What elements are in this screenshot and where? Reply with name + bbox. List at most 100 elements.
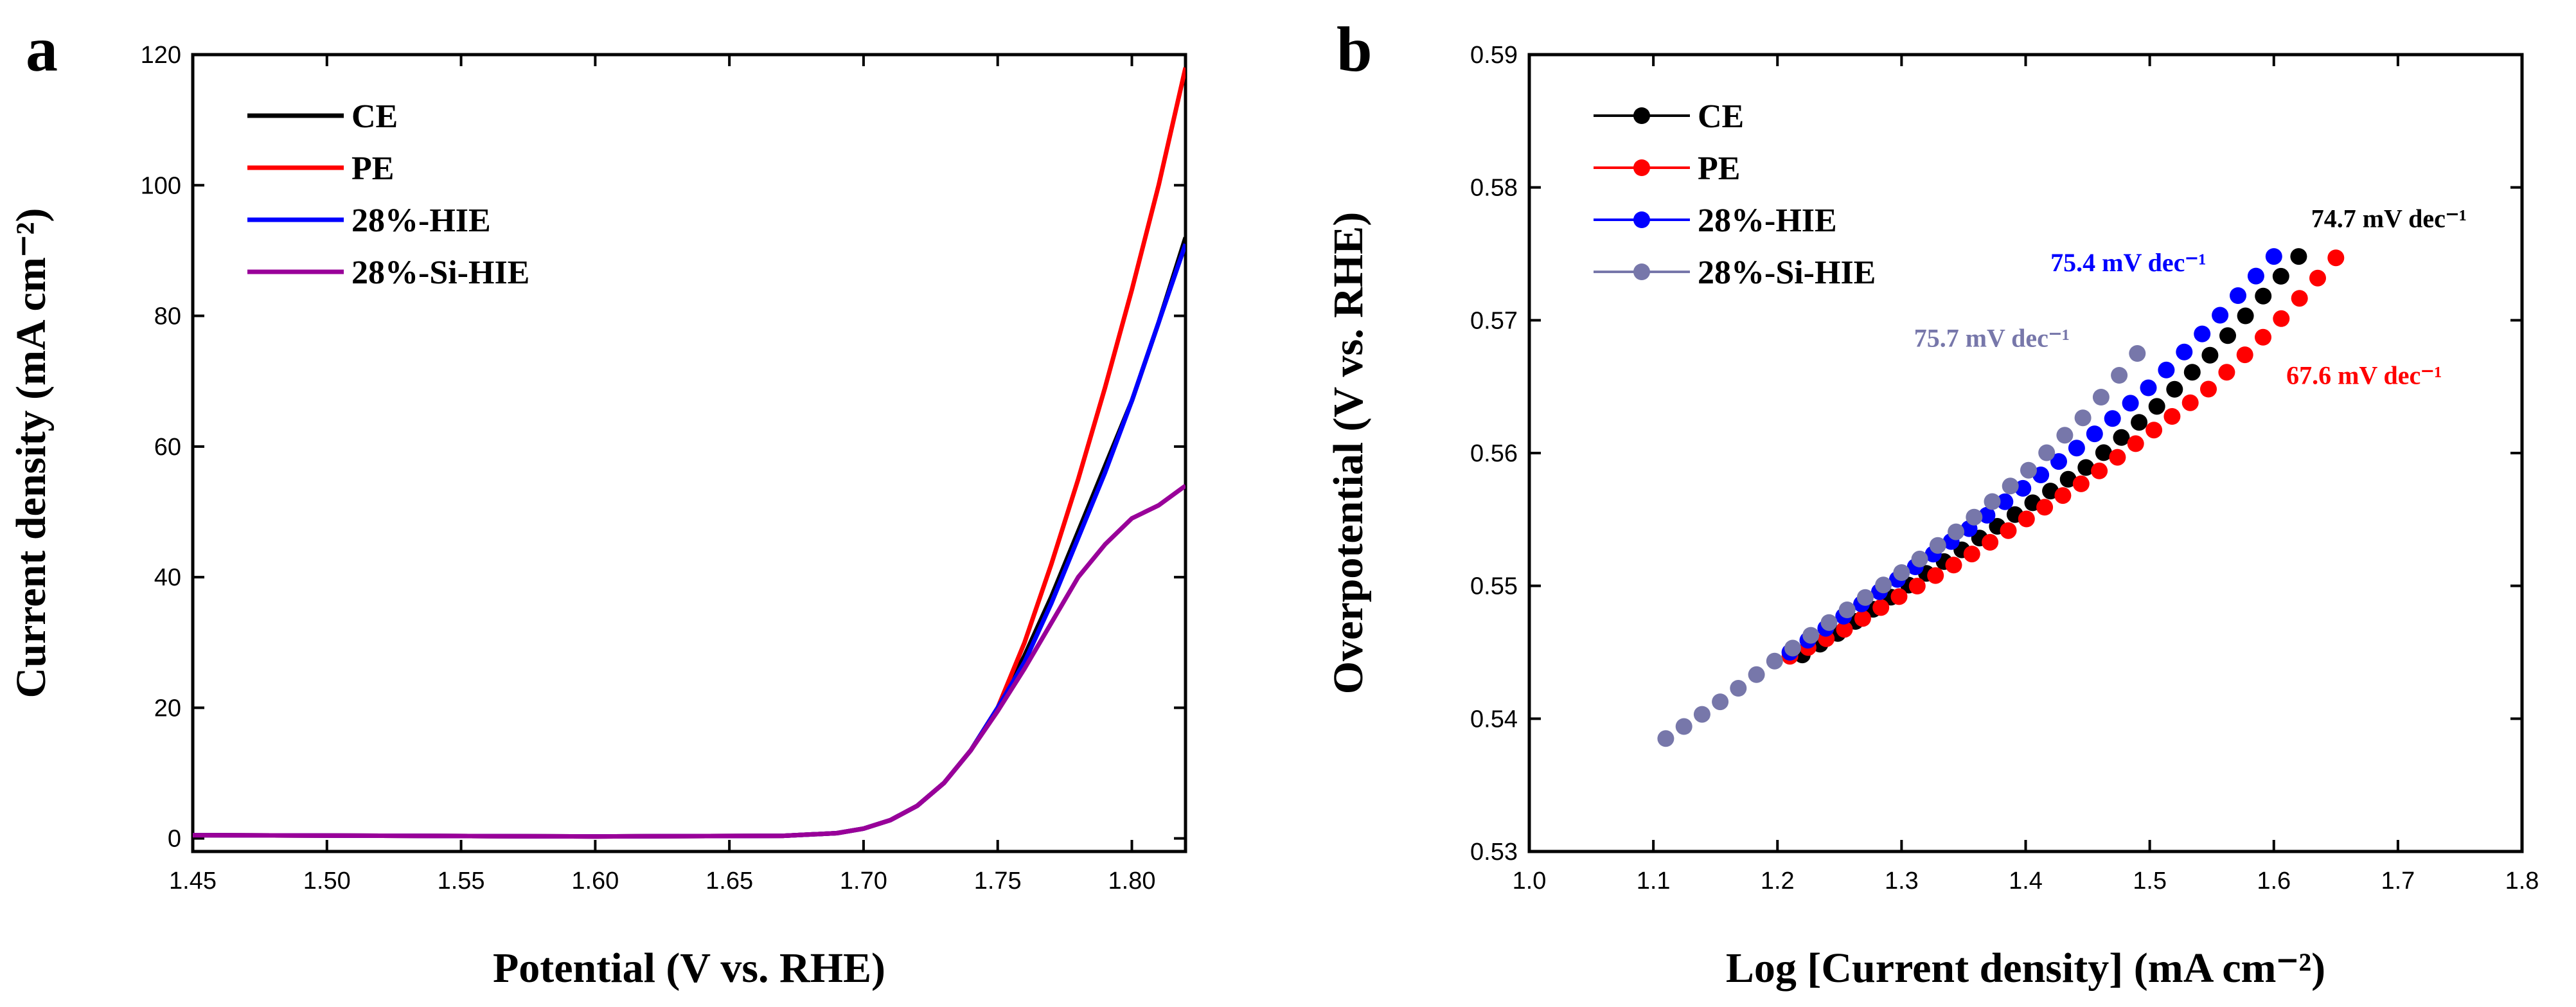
- legend-label-ce: CE: [351, 98, 398, 135]
- y-tick-label: 80: [154, 303, 181, 330]
- legend-label-pe: PE: [351, 150, 394, 187]
- x-axis-title: Potential (V vs. RHE): [493, 945, 885, 992]
- x-tick-label: 1.0: [1513, 868, 1547, 895]
- data-point-28-si-hie: [1712, 693, 1729, 711]
- slope-annotation: 67.6 mV dec⁻¹: [2286, 361, 2442, 390]
- panel-b: b 1.0 1.1 1.2 1.3 1.4 1.5 1.6 1.7 1.8 0.53 0.54 0.5…: [1325, 13, 2539, 992]
- data-point-28-si-hie: [1802, 627, 1820, 644]
- x-tick-label: 1.65: [706, 868, 753, 895]
- data-point-ce: [2077, 459, 2095, 476]
- data-point-28-si-hie: [1693, 706, 1710, 723]
- data-point-pe: [1908, 578, 1926, 594]
- data-point-ce: [2095, 444, 2112, 461]
- data-point-ce: [2272, 267, 2289, 285]
- data-point-28-hie: [1996, 493, 2014, 510]
- x-tick-label: 1.55: [438, 868, 485, 895]
- data-point-ce: [2113, 429, 2130, 446]
- data-point-28-si-hie: [1730, 680, 1747, 697]
- data-point-pe: [2309, 269, 2326, 287]
- data-point-28-hie: [2050, 453, 2067, 470]
- data-point-28-si-hie: [1966, 508, 1983, 526]
- data-point-ce: [2237, 307, 2254, 325]
- x-tick-label: 1.6: [2257, 868, 2291, 895]
- y-tick-label: 0: [168, 826, 181, 853]
- x-tick-label: 1.2: [1761, 868, 1795, 895]
- data-point-pe: [2255, 328, 2271, 346]
- slope-annotation: 74.7 mV dec⁻¹: [2311, 204, 2467, 233]
- data-point-28-hie: [2176, 343, 2193, 361]
- x-axis-title: Log [Current density] (mA cm⁻²): [1726, 945, 2325, 992]
- data-point-28-si-hie: [1929, 537, 1946, 554]
- y-tick-label: 0.57: [1470, 307, 1518, 334]
- x-tick-label: 1.4: [2009, 868, 2043, 895]
- data-point-28-hie: [2086, 425, 2103, 443]
- data-point-28-si-hie: [1784, 639, 1801, 657]
- data-point-28-hie: [2140, 379, 2157, 397]
- panel-b-letter: b: [1337, 13, 1372, 85]
- legend-marker-ce: [1633, 107, 1650, 124]
- data-point-28-si-hie: [1875, 576, 1892, 594]
- data-point-28-hie: [2265, 248, 2282, 265]
- data-point-ce: [2183, 364, 2201, 381]
- data-point-pe: [2018, 510, 2035, 528]
- y-tick-label: 0.53: [1470, 839, 1518, 866]
- x-tick-label: 1.60: [571, 868, 619, 895]
- data-point-28-si-hie: [2092, 389, 2110, 405]
- data-point-ce: [2148, 398, 2165, 415]
- y-tick-label: 100: [141, 172, 181, 199]
- y-tick-label: 60: [154, 434, 181, 461]
- legend-label-28-hie: 28%-HIE: [351, 202, 491, 239]
- data-point-pe: [2163, 408, 2181, 425]
- legend-label-28-hie: 28%-HIE: [1698, 202, 1837, 239]
- y-tick-label: 0.59: [1470, 42, 1518, 69]
- y-axis-title: Overpotential (V vs. RHE): [1325, 212, 1372, 694]
- data-point-28-si-hie: [2002, 477, 2019, 495]
- data-point-pe: [1927, 567, 1944, 584]
- x-tick-label: 1.8: [2505, 868, 2539, 895]
- data-point-28-hie: [2212, 307, 2229, 324]
- series-line-pe: [193, 67, 1186, 839]
- legend: CE PE 28%-HIE 28%-Si-HIE: [1594, 98, 1876, 291]
- data-point-28-hie: [2194, 325, 2211, 343]
- data-point-pe: [1982, 533, 1999, 551]
- data-point-pe: [1872, 599, 1890, 616]
- y-tick-label: 40: [154, 564, 181, 591]
- data-point-28-si-hie: [2074, 409, 2092, 427]
- data-point-28-si-hie: [2038, 444, 2056, 461]
- data-point-28-hie: [1978, 506, 1996, 524]
- data-point-pe: [2091, 462, 2108, 479]
- series-line-28-hie: [193, 243, 1186, 839]
- data-point-28-si-hie: [2129, 345, 2146, 362]
- series-line-28-si-hie: [193, 483, 1186, 839]
- data-point-pe: [2327, 249, 2345, 267]
- x-tick-label: 1.80: [1108, 868, 1156, 895]
- legend-label-28-si-hie: 28%-Si-HIE: [1698, 254, 1876, 291]
- y-tick-label: 0.56: [1470, 440, 1518, 467]
- x-tick-label: 1.75: [974, 868, 1022, 895]
- x-tick-label: 1.7: [2381, 868, 2415, 895]
- data-point-ce: [2131, 414, 2148, 431]
- plot-frame: [191, 53, 1187, 853]
- data-point-28-hie: [2122, 395, 2139, 412]
- series-line-ce: [193, 236, 1186, 839]
- x-tick-label: 1.50: [303, 868, 351, 895]
- y-tick-label: 0.58: [1470, 175, 1518, 202]
- data-point-ce: [2201, 346, 2219, 364]
- data-point-28-si-hie: [2111, 367, 2128, 384]
- data-point-28-si-hie: [1820, 614, 1838, 631]
- data-point-pe: [2181, 394, 2199, 411]
- data-point-pe: [1854, 610, 1871, 627]
- data-point-pe: [2236, 346, 2253, 364]
- data-point-pe: [2000, 522, 2017, 539]
- x-tick-label: 1.45: [169, 868, 217, 895]
- data-point-28-si-hie: [1948, 523, 1965, 540]
- legend-marker-28-hie: [1633, 211, 1650, 228]
- y-tick-label: 0.55: [1470, 573, 1518, 600]
- data-point-pe: [2127, 435, 2144, 452]
- data-point-28-hie: [2158, 361, 2175, 379]
- legend-label-ce: CE: [1698, 98, 1744, 135]
- data-point-pe: [2200, 380, 2217, 398]
- data-point-28-hie: [2247, 267, 2264, 285]
- panel-a-letter: a: [26, 13, 58, 85]
